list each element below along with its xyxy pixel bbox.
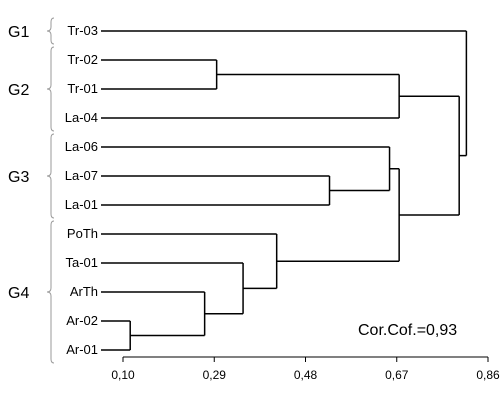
leaf-label-poth: PoTh: [67, 226, 98, 241]
correlation-coefficient-annotation: Cor.Cof.=0,93: [358, 322, 457, 339]
leaf-label-tr-01: Tr-01: [67, 81, 98, 96]
leaf-label-ar-02: Ar-02: [66, 313, 98, 328]
leaf-labels: Tr-03 Tr-02 Tr-01 La-04 La-06 La-07 La-01 PoTh T…: [65, 23, 98, 357]
brace-g3: [46, 133, 55, 219]
leaf-label-la-01: La-01: [65, 197, 98, 212]
group-braces: [46, 17, 55, 364]
group-labels: G1 G2 G3 G4: [8, 24, 29, 302]
x-axis: 0,10 0,29 0,48 0,67 0,86: [111, 356, 500, 382]
group-label-g4: G4: [8, 285, 29, 302]
brace-g2: [46, 46, 55, 132]
x-tick-label: 0,86: [476, 368, 500, 382]
group-label-g1: G1: [8, 24, 29, 41]
dendrogram-branches: [101, 30, 468, 351]
leaf-label-tr-02: Tr-02: [67, 52, 98, 67]
x-tick-label: 0,67: [385, 368, 409, 382]
x-tick-label: 0,29: [203, 368, 227, 382]
group-label-g3: G3: [8, 169, 29, 186]
leaf-label-ar-01: Ar-01: [66, 342, 98, 357]
brace-g4: [46, 220, 55, 364]
x-tick-label: 0,10: [111, 368, 135, 382]
leaf-label-ta-01: Ta-01: [65, 255, 98, 270]
leaf-label-la-06: La-06: [65, 139, 98, 154]
leaf-label-la-07: La-07: [65, 168, 98, 183]
leaf-label-arth: ArTh: [70, 284, 98, 299]
leaf-label-la-04: La-04: [65, 110, 98, 125]
brace-g1: [46, 17, 55, 45]
leaf-label-tr-03: Tr-03: [67, 23, 98, 38]
x-tick-label: 0,48: [294, 368, 318, 382]
group-label-g2: G2: [8, 82, 29, 99]
